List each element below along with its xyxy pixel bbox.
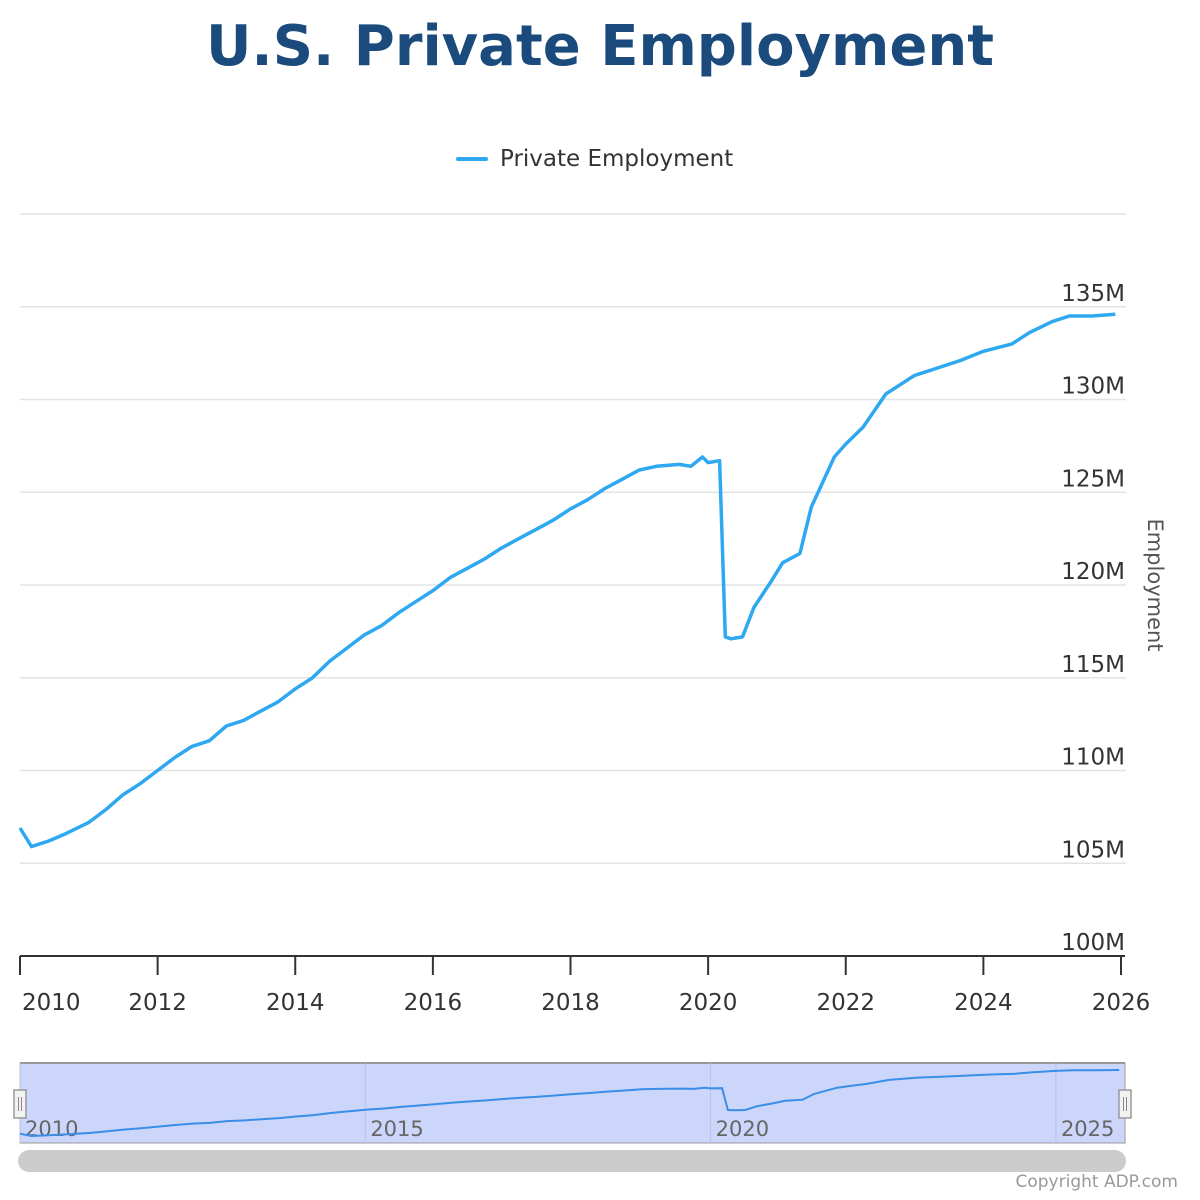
- navigator[interactable]: 2010 2015 2020 2025: [13, 1062, 1132, 1144]
- y-tick-label: 135M: [1061, 281, 1125, 307]
- x-tick-label: 2016: [404, 990, 463, 1016]
- y-axis-title: Employment: [1143, 518, 1167, 651]
- y-tick-label: 115M: [1061, 652, 1125, 678]
- navigator-tick-label: 2025: [1061, 1117, 1114, 1141]
- handle-box[interactable]: [13, 1089, 27, 1119]
- y-tick-label: 120M: [1061, 559, 1125, 585]
- y-tick-label: 130M: [1061, 374, 1125, 400]
- navigator-handle-right[interactable]: [1118, 1089, 1132, 1119]
- navigator-tick-label: 2010: [25, 1117, 78, 1141]
- chart-title: U.S. Private Employment: [205, 14, 995, 79]
- x-tick-label: 2022: [816, 990, 875, 1016]
- navigator-handle-left[interactable]: [13, 1089, 27, 1119]
- x-tick-label: 2014: [266, 990, 325, 1016]
- y-tick-label: 100M: [1061, 930, 1125, 956]
- handle-box[interactable]: [1118, 1089, 1132, 1119]
- navigator-series-line: [19, 1069, 1120, 1138]
- legend-swatch: [456, 157, 488, 161]
- navigator-tick-label: 2015: [370, 1117, 423, 1141]
- navigator-scrollbar[interactable]: [18, 1150, 1126, 1172]
- x-tick-label: 2026: [1092, 990, 1151, 1016]
- series-line-private-employment: [18, 312, 1116, 849]
- y-tick-label: 105M: [1061, 837, 1125, 863]
- x-tick-label: 2010: [22, 990, 81, 1016]
- navigator-tick-label: 2020: [716, 1117, 769, 1141]
- legend-label: Private Employment: [500, 146, 734, 172]
- x-tick-label: 2020: [679, 990, 738, 1016]
- legend-item-private-employment[interactable]: Private Employment: [456, 146, 733, 172]
- x-tick-label: 2018: [541, 990, 600, 1016]
- x-tick-label: 2012: [128, 990, 187, 1016]
- copyright-text: Copyright ADP.com: [1015, 1172, 1178, 1192]
- x-tick-label: 2024: [954, 990, 1013, 1016]
- y-tick-label: 110M: [1061, 745, 1125, 771]
- y-tick-label: 125M: [1061, 466, 1125, 492]
